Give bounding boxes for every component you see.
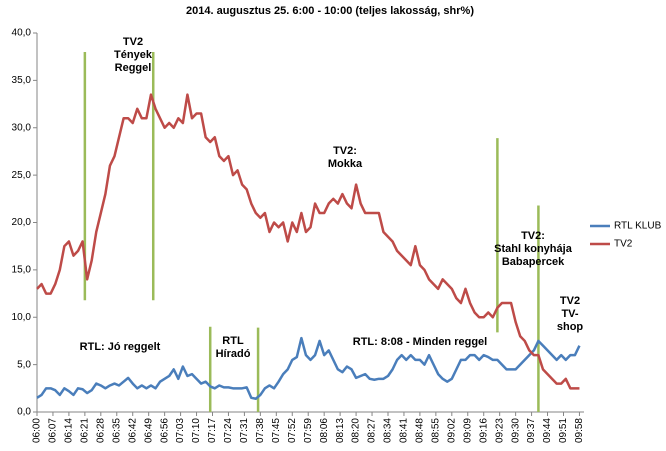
- annotation: Stahl konyhája: [494, 243, 573, 255]
- y-tick-label: 10,0: [12, 312, 32, 323]
- annotation: TV-: [561, 308, 578, 320]
- x-tick-label: 08:48: [415, 418, 426, 443]
- x-tick-label: 06:07: [48, 418, 59, 443]
- x-tick-label: 08:55: [430, 418, 441, 443]
- x-tick-label: 07:17: [207, 418, 218, 443]
- annotation: Híradó: [216, 348, 251, 360]
- x-tick-label: 07:10: [191, 418, 202, 443]
- x-tick-label: 07:03: [175, 418, 186, 443]
- x-tick-label: 07:45: [271, 418, 282, 443]
- x-tick-label: 09:37: [526, 418, 537, 443]
- x-tick-label: 08:20: [351, 418, 362, 443]
- annotation: Mokka: [328, 158, 363, 170]
- y-tick-label: 35,0: [12, 75, 32, 86]
- x-tick-label: 06:14: [64, 418, 75, 443]
- annotation: Reggel: [115, 62, 152, 74]
- x-tick-label: 09:44: [542, 418, 553, 443]
- annotation: Babapercek: [502, 256, 565, 268]
- y-tick-label: 0,0: [17, 407, 31, 418]
- x-tick-label: 08:41: [399, 418, 410, 443]
- annotation: TV2: [123, 36, 143, 48]
- y-tick-label: 30,0: [12, 122, 32, 133]
- annotation: RTL: 8:08 - Minden reggel: [353, 336, 487, 348]
- x-tick-label: 09:51: [558, 418, 569, 443]
- x-tick-label: 06:00: [32, 418, 43, 443]
- x-tick-label: 09:16: [478, 418, 489, 443]
- x-tick-label: 09:23: [494, 418, 505, 443]
- annotation: TV2:: [521, 230, 545, 242]
- x-tick-label: 08:13: [335, 418, 346, 443]
- series-line: [36, 336, 581, 400]
- x-tick-label: 09:58: [574, 418, 585, 443]
- y-tick-label: 40,0: [12, 28, 32, 39]
- annotation: shop: [557, 321, 584, 333]
- x-tick-label: 09:09: [462, 418, 473, 443]
- chart-title: 2014. augusztus 25. 6:00 - 10:00 (teljes…: [186, 5, 474, 17]
- x-tick-label: 06:28: [95, 418, 106, 443]
- x-tick-label: 08:34: [383, 418, 394, 443]
- y-tick-label: 25,0: [12, 170, 32, 181]
- x-tick-label: 06:42: [127, 418, 138, 443]
- legend-label: TV2: [614, 239, 633, 250]
- x-tick-label: 08:06: [319, 418, 330, 443]
- x-tick-label: 07:31: [239, 418, 250, 443]
- annotation: Tények: [114, 49, 153, 61]
- x-tick-label: 07:52: [287, 418, 298, 443]
- x-tick-label: 09:30: [510, 418, 521, 443]
- x-tick-label: 08:27: [367, 418, 378, 443]
- x-tick-label: 09:02: [446, 418, 457, 443]
- x-tick-label: 06:21: [80, 418, 91, 443]
- annotation: TV2: [560, 295, 580, 307]
- legend-label: RTL KLUB: [614, 221, 662, 232]
- x-tick-label: 06:35: [111, 418, 122, 443]
- annotation: TV2:: [333, 145, 357, 157]
- x-tick-label: 06:56: [159, 418, 170, 443]
- y-tick-label: 15,0: [12, 265, 32, 276]
- y-tick-label: 5,0: [17, 359, 31, 370]
- x-tick-label: 07:24: [223, 418, 234, 443]
- x-tick-label: 07:59: [303, 418, 314, 443]
- annotation: RTL: Jó reggelt: [80, 341, 161, 353]
- series-line: [36, 93, 580, 390]
- y-tick-label: 20,0: [12, 217, 32, 228]
- x-tick-label: 07:38: [255, 418, 266, 443]
- annotation: RTL: [222, 335, 244, 347]
- x-tick-label: 06:49: [143, 418, 154, 443]
